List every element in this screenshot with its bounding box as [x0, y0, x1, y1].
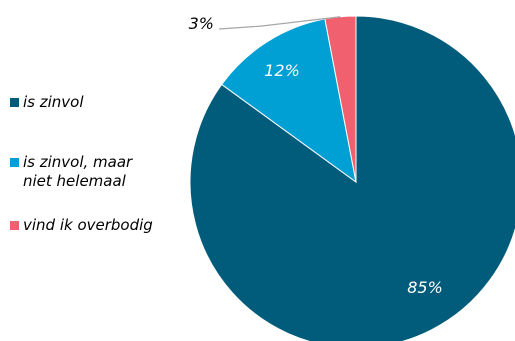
data-label-is-zinvol-maar-niet-helemaal: 12%	[264, 61, 300, 80]
legend-item-vind-ik-overbodig: vind ik overbodig	[10, 216, 153, 235]
legend-label-is-zinvol: is zinvol	[23, 93, 84, 111]
data-label-vind-ik-overbodig: 3%	[189, 14, 214, 33]
pie-slice-is-zinvol-maar-niet-helemaal	[221, 18, 357, 184]
legend-swatch-is-zinvol	[10, 98, 19, 107]
legend-swatch-vind-ik-overbodig	[10, 221, 19, 230]
pie-slice-is-zinvol	[189, 15, 515, 341]
legend-label-vind-ik-overbodig: vind ik overbodig	[23, 216, 153, 234]
legend-item-is-zinvol: is zinvol	[10, 93, 84, 112]
legend-item-is-zinvol-maar-niet-helemaal: is zinvol, maar niet helemaal	[10, 153, 132, 191]
leader-line-vind-ik-overbodig	[218, 16, 341, 30]
legend-label-is-zinvol-maar-niet-helemaal: is zinvol, maar niet helemaal	[23, 153, 133, 190]
legend-swatch-is-zinvol-maar-niet-helemaal	[10, 158, 19, 167]
data-label-is-zinvol: 85%	[407, 278, 443, 297]
